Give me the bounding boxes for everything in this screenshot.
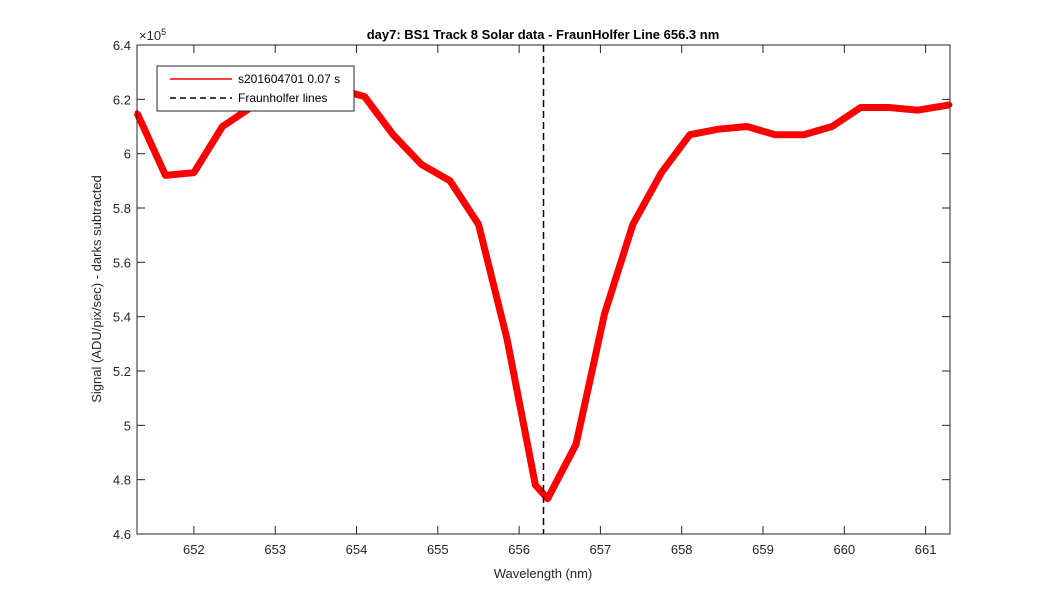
legend-box [156, 65, 355, 112]
data-point [744, 124, 750, 129]
data-point [886, 105, 892, 110]
data-point [419, 162, 424, 167]
data-point [858, 105, 864, 110]
y-exponent-base: ×10 [139, 28, 161, 43]
plot-frame [136, 44, 951, 535]
y-tick-label: 5.2 [113, 364, 131, 379]
x-tick-label: 655 [427, 542, 449, 557]
data-point [829, 124, 835, 129]
y-tick-label: 6.4 [113, 38, 131, 53]
data-point [219, 124, 225, 129]
y-tick-label: 5.8 [113, 201, 131, 216]
y-tick-label: 5 [124, 418, 131, 433]
legend-label-series: s201604701 0.07 s [238, 72, 340, 86]
y-tick-label: 4.8 [113, 473, 131, 488]
data-point [447, 178, 453, 184]
y-tick-label: 6.2 [113, 92, 131, 107]
data-point [801, 132, 807, 138]
data-point [772, 132, 778, 138]
data-point [390, 132, 396, 138]
x-tick-label: 653 [264, 542, 286, 557]
data-point [191, 170, 197, 176]
x-tick-label: 656 [508, 542, 530, 557]
data-point [687, 132, 693, 138]
x-tick-label: 652 [183, 542, 205, 557]
x-tick-label: 657 [590, 542, 612, 557]
x-tick-label: 661 [915, 542, 937, 557]
legend-label-reference: Fraunholfer lines [238, 91, 327, 105]
ticks-layer: 652 653 654 655 656 657 658 659 660 661 4.6 4.8 5 5.2… [113, 38, 950, 557]
data-point [163, 172, 168, 178]
x-axis-label: Wavelength (nm) [494, 566, 593, 581]
y-tick-label: 6 [124, 147, 131, 162]
data-point [715, 126, 721, 132]
data-point [658, 170, 664, 176]
data-point [915, 107, 920, 113]
data-point [545, 496, 551, 502]
data-point [362, 94, 368, 100]
x-tick-label: 654 [346, 542, 368, 557]
x-tick-label: 660 [833, 542, 855, 557]
data-point [602, 311, 607, 317]
data-point [573, 441, 579, 447]
chart-title: day7: BS1 Track 8 Solar data - FraunHolf… [367, 27, 720, 42]
y-exponent-power: 5 [161, 27, 166, 37]
data-point [630, 221, 636, 227]
data-point [532, 482, 538, 488]
x-tick-label: 659 [752, 542, 774, 557]
y-tick-label: 5.4 [113, 310, 131, 325]
y-axis-label: Signal (ADU/pix/sec) - darks subtracted [89, 175, 104, 403]
legend: s201604701 0.07 s Fraunholfer lines [156, 65, 355, 112]
y-tick-label: 4.6 [113, 527, 131, 542]
data-point [476, 221, 481, 227]
x-tick-label: 658 [671, 542, 693, 557]
y-tick-label: 5.6 [113, 255, 131, 270]
y-exponent: ×105 [139, 27, 166, 43]
data-point [504, 335, 510, 341]
